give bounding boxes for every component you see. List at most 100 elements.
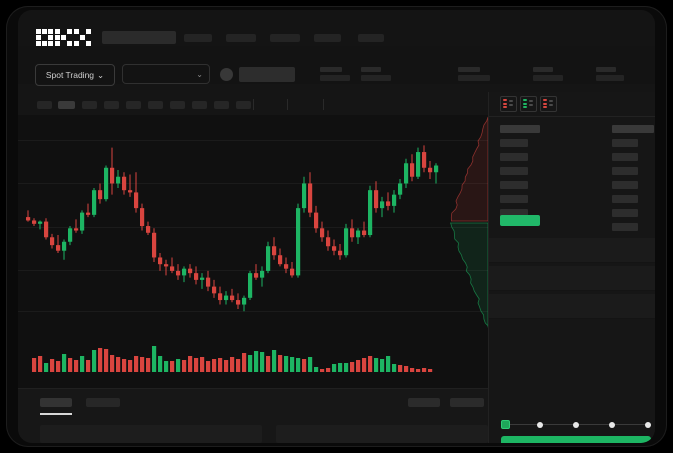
search-input[interactable] [102,31,176,44]
orderbook-trade-row[interactable] [612,181,638,189]
candle [86,212,91,215]
order-price-field[interactable] [489,238,655,263]
order-history-tab[interactable] [86,398,120,407]
slider-stop-50[interactable] [573,421,579,428]
candle [146,226,151,233]
orderbook-trade-row[interactable] [612,195,638,203]
volume-bar [368,356,373,372]
candle [350,228,355,238]
candle [362,230,367,236]
volume-bar [224,360,229,372]
volume-bar [416,369,421,372]
orderbook-ask-row[interactable] [500,181,528,189]
timeframe-1mo[interactable] [214,101,229,109]
stat-value [458,75,490,81]
volume-bar [56,361,61,372]
timeframe-15m[interactable] [82,101,97,109]
timeframe-1w[interactable] [192,101,207,109]
bottom-action-1[interactable] [408,398,440,407]
candle [368,190,373,236]
candle [158,257,163,265]
volume-bar [86,360,91,372]
nav-item-5[interactable] [358,34,384,42]
candle [326,237,331,247]
nav-item-3[interactable] [270,34,300,42]
candle [434,165,439,173]
nav-item-2[interactable] [226,34,256,42]
stat-label [458,67,480,72]
volume-bar [188,356,193,372]
timeframe-1d[interactable] [170,101,185,109]
orderbook-ask-row[interactable] [500,195,528,203]
timeframe-30m[interactable] [104,101,119,109]
nav-item-1[interactable] [184,34,212,42]
volume-bar [302,359,307,372]
timeframe-4h[interactable] [148,101,163,109]
volume-bar [158,356,163,372]
candle [104,167,109,200]
orderbook-icon-bar [523,99,527,101]
candle [194,273,199,280]
orderbook-trade-row[interactable] [612,209,638,217]
candle [260,270,265,278]
candlestick-chart[interactable] [18,115,488,330]
slider-stop-75[interactable] [609,421,615,428]
timeframe-5m[interactable] [58,101,75,109]
orderbook-view-bids-icon[interactable] [520,96,537,112]
volume-bar [74,360,79,372]
orderbook-view-asks-icon[interactable] [540,96,557,112]
trading-pair-selector[interactable]: ⌄ [122,64,210,84]
coin-avatar [220,68,233,81]
timeframe-1h[interactable] [126,101,141,109]
orderbook-ask-row[interactable] [500,167,528,175]
market-type-selector[interactable]: Spot Trading ⌄ [35,64,115,86]
open-orders-tab[interactable] [40,398,72,407]
gridline [18,227,488,228]
volume-series [32,346,433,372]
order-amount-field[interactable] [489,266,655,291]
candle [50,237,55,246]
place-buy-order-button[interactable] [501,436,651,443]
amount-slider[interactable] [501,420,651,430]
orderbook-ask-row[interactable] [500,139,528,147]
orderbook-ask-row[interactable] [500,209,528,217]
candle [212,286,217,294]
timeframe-more[interactable] [236,101,251,109]
order-total-field[interactable] [489,294,655,319]
slider-stop-25[interactable] [537,421,543,428]
orderbook-trade-row[interactable] [612,167,638,175]
bottom-action-2[interactable] [450,398,484,407]
candle [302,183,307,209]
volume-bar [140,357,145,372]
volume-bar [50,359,55,372]
toolbar-divider [253,99,254,110]
slider-stop-100[interactable] [645,421,651,428]
candle [140,208,145,227]
volume-bar [398,365,403,372]
gridline [18,183,488,184]
volume-bar [236,359,241,372]
volume-bar [338,363,343,372]
orderbook-divider [489,116,655,117]
orderbook-view-both-icon[interactable] [500,96,517,112]
orderbook-trade-row[interactable] [612,139,638,147]
orderbook-trade-row[interactable] [612,153,638,161]
nav-item-4[interactable] [314,34,341,42]
orderbook-trade-row[interactable] [612,223,638,231]
candle [122,176,127,191]
orderbook-ask-row[interactable] [500,153,528,161]
volume-bar [152,346,157,372]
orderbook-trade-row[interactable] [612,125,654,133]
volume-bar [362,358,367,372]
candle [314,212,319,229]
volume-bar [254,351,259,372]
stat-24h-volume [533,67,563,81]
okx-logo-icon[interactable] [36,29,91,46]
timeframe-1m[interactable] [37,101,52,109]
chart-gridlines [18,115,488,330]
slider-handle[interactable] [501,420,510,429]
active-tab-underline [40,413,72,415]
orderbook-ask-row[interactable] [500,125,540,133]
volume-bar [32,358,37,372]
orderbook-icon-bar [523,106,527,109]
